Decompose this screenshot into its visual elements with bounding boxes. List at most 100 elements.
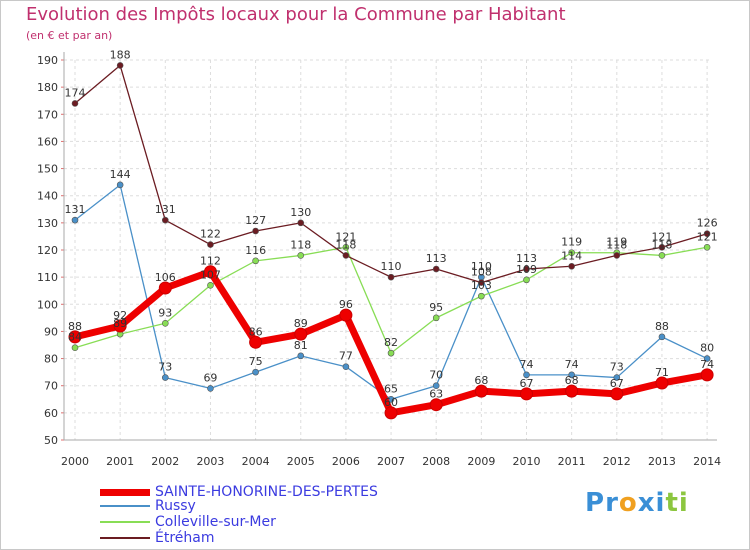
series-sainte-honorine-des-pertes: [68, 265, 714, 420]
data-label-russy: 65: [384, 382, 398, 395]
y-tick-label: 70: [44, 380, 58, 393]
data-label-etreham: 188: [110, 48, 131, 61]
legend-label-sainte-honorine: SAINTE-HONORINE-DES-PERTES: [155, 484, 378, 500]
data-label-etreham: 131: [155, 203, 176, 216]
data-label-colleville-sur-mer: 118: [290, 238, 311, 251]
data-point-colleville-sur-mer: [207, 281, 214, 289]
data-label-etreham: 110: [381, 260, 402, 273]
data-point-colleville-sur-mer: [71, 344, 79, 352]
y-tick-label: 100: [37, 298, 58, 311]
data-label-sainte-honorine-des-pertes: 71: [655, 366, 669, 379]
data-point-russy: [568, 371, 575, 379]
data-point-colleville-sur-mer: [432, 314, 440, 322]
data-point-russy: [613, 374, 621, 381]
data-label-russy: 74: [565, 358, 579, 371]
data-point-colleville-sur-mer: [387, 349, 395, 357]
logo-letter: x: [637, 488, 656, 518]
data-point-sainte-honorine-des-pertes: [203, 265, 217, 279]
data-point-colleville-sur-mer: [297, 252, 305, 259]
data-point-colleville-sur-mer: [568, 249, 575, 257]
data-label-russy: 73: [610, 361, 624, 374]
line-chart: 50 60 70 80 90 100 110 120 130 140 150 160 170 180 190…: [37, 48, 721, 468]
data-point-etreham: [613, 252, 621, 259]
data-label-sainte-honorine-des-pertes: 106: [155, 271, 176, 284]
data-point-colleville-sur-mer: [523, 276, 530, 284]
data-point-sainte-honorine-des-pertes: [474, 384, 488, 398]
x-tick-label: 2011: [558, 455, 586, 468]
logo-letter: P: [585, 488, 606, 518]
data-point-russy: [252, 368, 259, 376]
data-label-russy: 110: [471, 260, 492, 273]
legend-swatch-colleville: [100, 521, 150, 523]
data-point-colleville-sur-mer: [703, 243, 711, 251]
data-point-russy: [523, 371, 530, 379]
data-label-sainte-honorine-des-pertes: 89: [294, 317, 308, 330]
y-tick-label: 140: [37, 190, 58, 203]
x-tick-label: 2003: [196, 455, 224, 468]
data-label-russy: 73: [158, 361, 172, 374]
x-tick-label: 2013: [648, 455, 676, 468]
x-tick-label: 2010: [513, 455, 541, 468]
y-tick-label: 50: [44, 434, 58, 447]
data-point-colleville-sur-mer: [252, 257, 259, 265]
series-layer: [68, 62, 714, 420]
data-label-russy: 74: [520, 358, 534, 371]
data-label-russy: 69: [203, 371, 217, 384]
y-tick-label: 190: [37, 54, 58, 67]
x-tick-label: 2002: [151, 455, 179, 468]
data-point-russy: [207, 385, 214, 392]
data-label-etreham: 114: [561, 249, 582, 262]
data-label-etreham: 113: [516, 252, 537, 265]
y-tick-label: 120: [37, 244, 58, 257]
data-point-sainte-honorine-des-pertes: [249, 335, 263, 349]
legend-swatch-sainte-honorine: [100, 489, 150, 496]
data-point-etreham: [703, 230, 711, 238]
chart-title: Evolution des Impôts locaux pour la Comm…: [26, 4, 566, 25]
data-label-etreham: 118: [606, 238, 627, 251]
x-tick-label: 2006: [332, 455, 360, 468]
data-point-sainte-honorine-des-pertes: [655, 376, 669, 390]
data-label-etreham: 113: [426, 252, 447, 265]
data-label-colleville-sur-mer: 116: [245, 244, 266, 257]
legend-label-russy: Russy: [155, 498, 196, 514]
y-tick-label: 160: [37, 135, 58, 148]
y-tick-label: 90: [44, 325, 58, 338]
data-point-colleville-sur-mer: [478, 292, 485, 300]
x-tick-label: 2001: [106, 455, 134, 468]
data-label-sainte-honorine-des-pertes: 63: [429, 388, 443, 401]
data-point-etreham: [252, 227, 259, 235]
data-point-colleville-sur-mer: [342, 243, 350, 251]
data-label-russy: 80: [700, 342, 714, 355]
data-label-russy: 75: [249, 355, 263, 368]
data-label-colleville-sur-mer: 103: [471, 279, 492, 292]
data-label-colleville-sur-mer: 121: [335, 230, 356, 243]
logo-letter: i: [655, 488, 666, 518]
x-tick-label: 2014: [693, 455, 721, 468]
y-tick-label: 150: [37, 163, 58, 176]
legend-swatch-etreham: [100, 537, 150, 539]
y-tick-label: 110: [37, 271, 58, 284]
data-point-russy: [658, 333, 666, 341]
data-label-etreham: 121: [651, 230, 672, 243]
label-layer: 88 92 106 112 86 89 96 60 63 68 67 68 67 71 74 131 144 73…: [65, 48, 718, 408]
y-tick-label: 180: [37, 81, 58, 94]
data-label-etreham: 174: [65, 86, 86, 99]
data-label-colleville-sur-mer: 119: [606, 236, 627, 249]
data-label-russy: 81: [294, 339, 308, 352]
data-point-russy: [297, 352, 305, 360]
data-label-sainte-honorine-des-pertes: 68: [565, 374, 579, 387]
data-label-sainte-honorine-des-pertes: 67: [610, 377, 624, 390]
y-tick-label: 60: [44, 407, 58, 420]
logo-letter: r: [605, 488, 619, 518]
data-label-etreham: 126: [697, 217, 718, 230]
data-point-russy: [342, 363, 350, 371]
data-point-russy: [432, 382, 440, 390]
legend-swatch-russy: [100, 505, 150, 507]
data-point-colleville-sur-mer: [658, 252, 666, 259]
data-label-sainte-honorine-des-pertes: 88: [68, 320, 82, 333]
x-tick-label: 2012: [603, 455, 631, 468]
axis-layer: 50 60 70 80 90 100 110 120 130 140 150 160 170 180 190…: [37, 52, 721, 468]
legend-label-etreham: Étréham: [155, 530, 215, 546]
data-point-sainte-honorine-des-pertes: [68, 330, 82, 344]
data-label-sainte-honorine-des-pertes: 92: [113, 309, 127, 322]
